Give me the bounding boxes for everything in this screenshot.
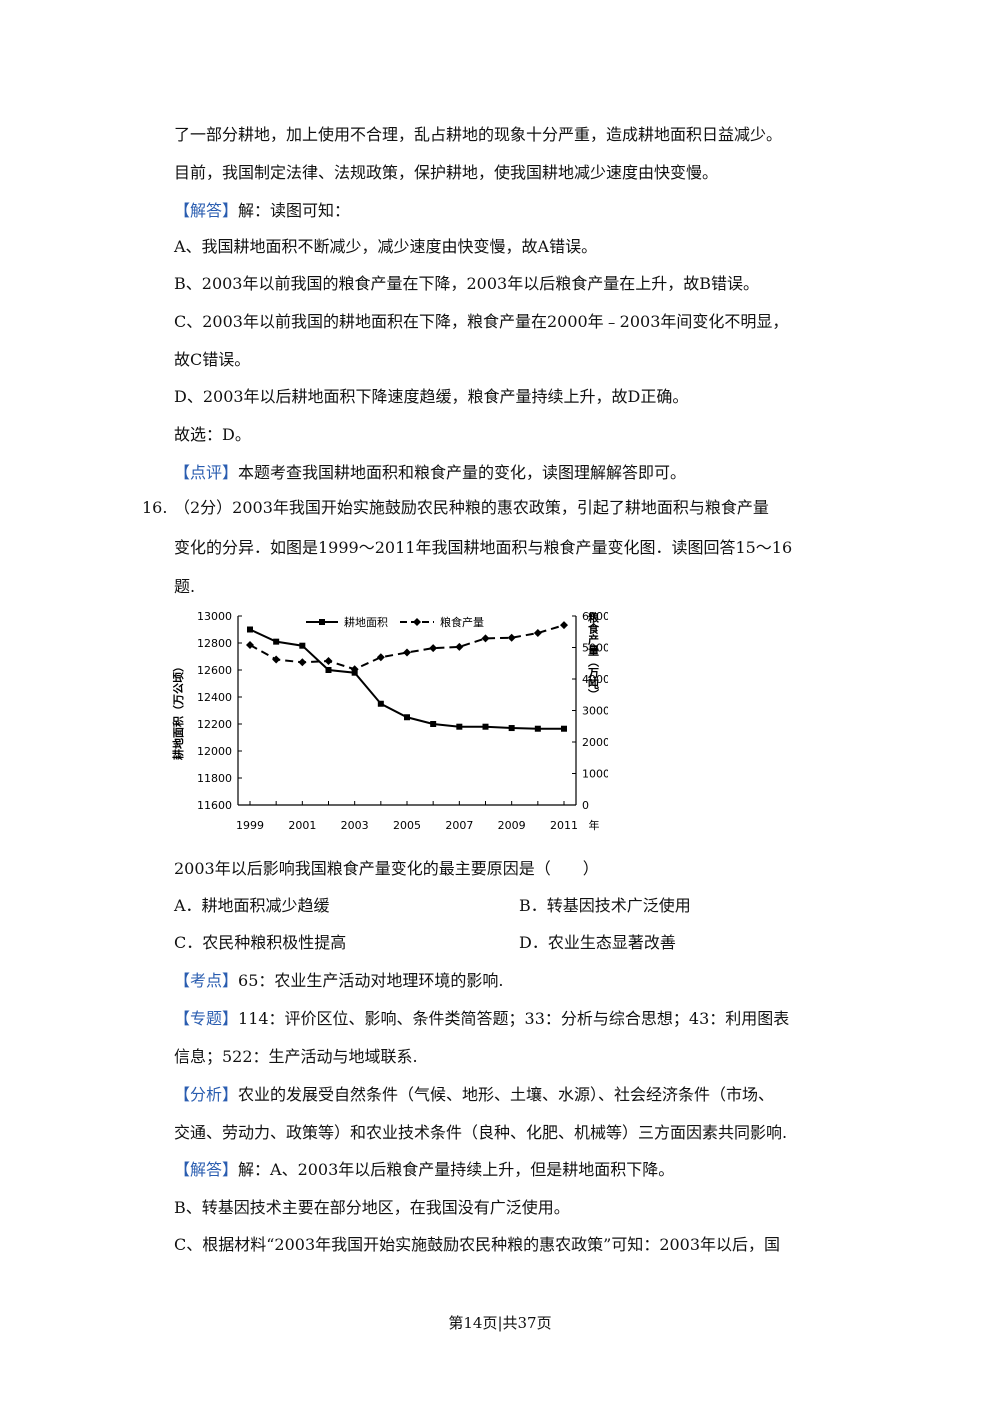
paragraph-line: 目前，我国制定法律、法规政策，保护耕地，使我国耕地减少速度由快变慢。 [174, 163, 719, 182]
right-tick-label: 20000 [582, 736, 608, 749]
cropland-grain-chart: 11600 11800 12000 12200 12400 12600 12800 13000… [168, 600, 617, 840]
question-line: （2分）2003年我国开始实施鼓励农民种粮的惠农政策，引起了耕地面积与粮食产量 [174, 498, 769, 517]
left-tick-label: 12600 [197, 664, 232, 677]
answer2-tag: 【解答】 [174, 1160, 239, 1179]
fenxi: 【分析】农业的发展受自然条件（气候、地形、土壤、水源）、社会经济条件（市场、 [174, 1084, 774, 1106]
left-tick-label: 11600 [197, 799, 232, 812]
legend-label-grain: 粮食产量 [440, 615, 484, 629]
cropland-point [299, 642, 306, 649]
option-a: A．耕地面积减少趋缓 [174, 896, 330, 915]
legend-marker-cropland [319, 619, 325, 625]
right-tick-label: 0 [582, 799, 589, 812]
fenxi-tag: 【分析】 [174, 1085, 239, 1104]
answer-option-c-cont: 故C错误。 [174, 350, 251, 369]
left-tick-label: 12800 [197, 637, 232, 650]
x-tick-label: 2003 [341, 819, 369, 832]
x-tick-label: 2001 [288, 819, 316, 832]
legend-marker-grain [413, 618, 421, 626]
zhuanti-text: 114：评价区位、影响、条件类简答题；33：分析与综合思想；43：利用图表 [238, 1009, 790, 1028]
grain-point [533, 629, 542, 638]
grain-point [481, 634, 490, 643]
option-d: D．农业生态显著改善 [519, 933, 676, 952]
x-tick-label: 2005 [393, 819, 421, 832]
option-b: B．转基因技术广泛使用 [519, 896, 691, 915]
answer-select: 故选：D。 [174, 425, 251, 444]
comment: 【点评】本题考查我国耕地面积和粮食产量的变化，读图理解解答即可。 [174, 462, 686, 484]
paragraph-line: 了一部分耕地，加上使用不合理，乱占耕地的现象十分严重，造成耕地面积日益减少。 [174, 125, 783, 144]
grain-point [560, 621, 568, 630]
x-unit-label: 年 [589, 818, 600, 832]
grain-point [350, 665, 359, 674]
cropland-point [247, 626, 253, 633]
answer-intro: 解：读图可知： [238, 201, 351, 220]
grain-point [376, 653, 385, 662]
grain-point [272, 655, 281, 664]
left-tick-label: 12000 [197, 745, 232, 758]
comment-tag: 【点评】 [174, 463, 239, 482]
cropland-point [534, 725, 541, 732]
fenxi-cont: 交通、劳动力、政策等）和农业技术条件（良种、化肥、机械等）三方面因素共同影响. [174, 1123, 788, 1142]
grain-point [324, 657, 333, 666]
cropland-point [561, 725, 567, 732]
answer-option-a: A、我国耕地面积不断减少，减少速度由快变慢，故A错误。 [174, 237, 598, 256]
answer-option-d: D、2003年以后耕地面积下降速度趋缓，粮食产量持续上升，故D正确。 [174, 387, 689, 406]
cropland-point [325, 667, 332, 673]
left-tick-label: 11800 [197, 772, 232, 785]
grain-point [455, 642, 464, 651]
cropland-point [430, 721, 437, 727]
comment-text: 本题考查我国耕地面积和粮食产量的变化，读图理解解答即可。 [238, 463, 687, 482]
kaodian-text: 65：农业生产活动对地理环境的影响. [238, 971, 504, 990]
question-prompt: 2003年以后影响我国粮食产量变化的最主要原因是（ ） [174, 859, 599, 878]
answer2-line: B、转基因技术主要在部分地区，在我国没有广泛使用。 [174, 1198, 570, 1217]
kaodian-tag: 【考点】 [174, 971, 239, 990]
grain-point [246, 640, 254, 649]
question-number: 16. [142, 498, 168, 517]
cropland-point [273, 638, 280, 645]
question-line: 变化的分异．如图是1999～2011年我国耕地面积与粮食产量变化图．读图回答15… [174, 538, 793, 557]
answer-option-b: B、2003年以前我国的粮食产量在下降，2003年以后粮食产量在上升，故B错误。 [174, 274, 759, 293]
right-tick-label: 10000 [582, 768, 608, 781]
x-tick-label: 2007 [445, 819, 473, 832]
cropland-point [377, 700, 384, 707]
chart-svg: 11600 11800 12000 12200 12400 12600 12800 13000… [171, 610, 617, 832]
left-tick-label: 12400 [197, 691, 232, 704]
x-tick-label: 2009 [498, 819, 526, 832]
option-c: C．农民种粮积极性提高 [174, 933, 347, 952]
series-line-grain [249, 624, 565, 671]
answer2-line: C、根据材料“2003年我国开始实施鼓励农民种粮的惠农政策”可知：2003年以后… [174, 1235, 781, 1254]
kaodian: 【考点】65：农业生产活动对地理环境的影响. [174, 970, 503, 992]
left-tick-label: 12200 [197, 718, 232, 731]
question-line: 题. [174, 577, 196, 596]
zhuanti-cont: 信息；522：生产活动与地域联系. [174, 1047, 418, 1066]
cropland-point [404, 714, 410, 721]
grain-point [298, 658, 307, 667]
right-axis-label: 粮食产量（万吨） [587, 611, 601, 700]
answer-option-c: C、2003年以前我国的耕地面积在下降，粮食产量在2000年﹣2003年间变化不… [174, 312, 789, 331]
x-tick-label: 1999 [236, 819, 264, 832]
answer2: 【解答】解：A、2003年以后粮食产量持续上升，但是耕地面积下降。 [174, 1159, 674, 1181]
zhuanti: 【专题】114：评价区位、影响、条件类简答题；33：分析与综合思想；43：利用图… [174, 1008, 789, 1030]
left-tick-label: 13000 [197, 610, 232, 623]
answer-tag: 【解答】 [174, 201, 239, 220]
series-line-cropland [249, 628, 564, 730]
grain-point [429, 644, 438, 653]
answer2-text: 解：A、2003年以后粮食产量持续上升，但是耕地面积下降。 [238, 1160, 675, 1179]
x-tick-label: 2011 [550, 819, 578, 832]
grain-point [507, 633, 516, 642]
answer-heading: 【解答】解：读图可知： [174, 200, 350, 222]
legend-label-cropland: 耕地面积 [344, 615, 388, 629]
page-footer: 第14页|共37页 [448, 1314, 552, 1332]
zhuanti-tag: 【专题】 [174, 1009, 239, 1028]
cropland-point [482, 723, 489, 730]
cropland-point [456, 723, 463, 730]
grain-point [403, 648, 411, 657]
fenxi-text: 农业的发展受自然条件（气候、地形、土壤、水源）、社会经济条件（市场、 [238, 1085, 775, 1104]
cropland-point [508, 725, 515, 732]
left-axis-label: 耕地面积（万公顷） [171, 661, 185, 760]
